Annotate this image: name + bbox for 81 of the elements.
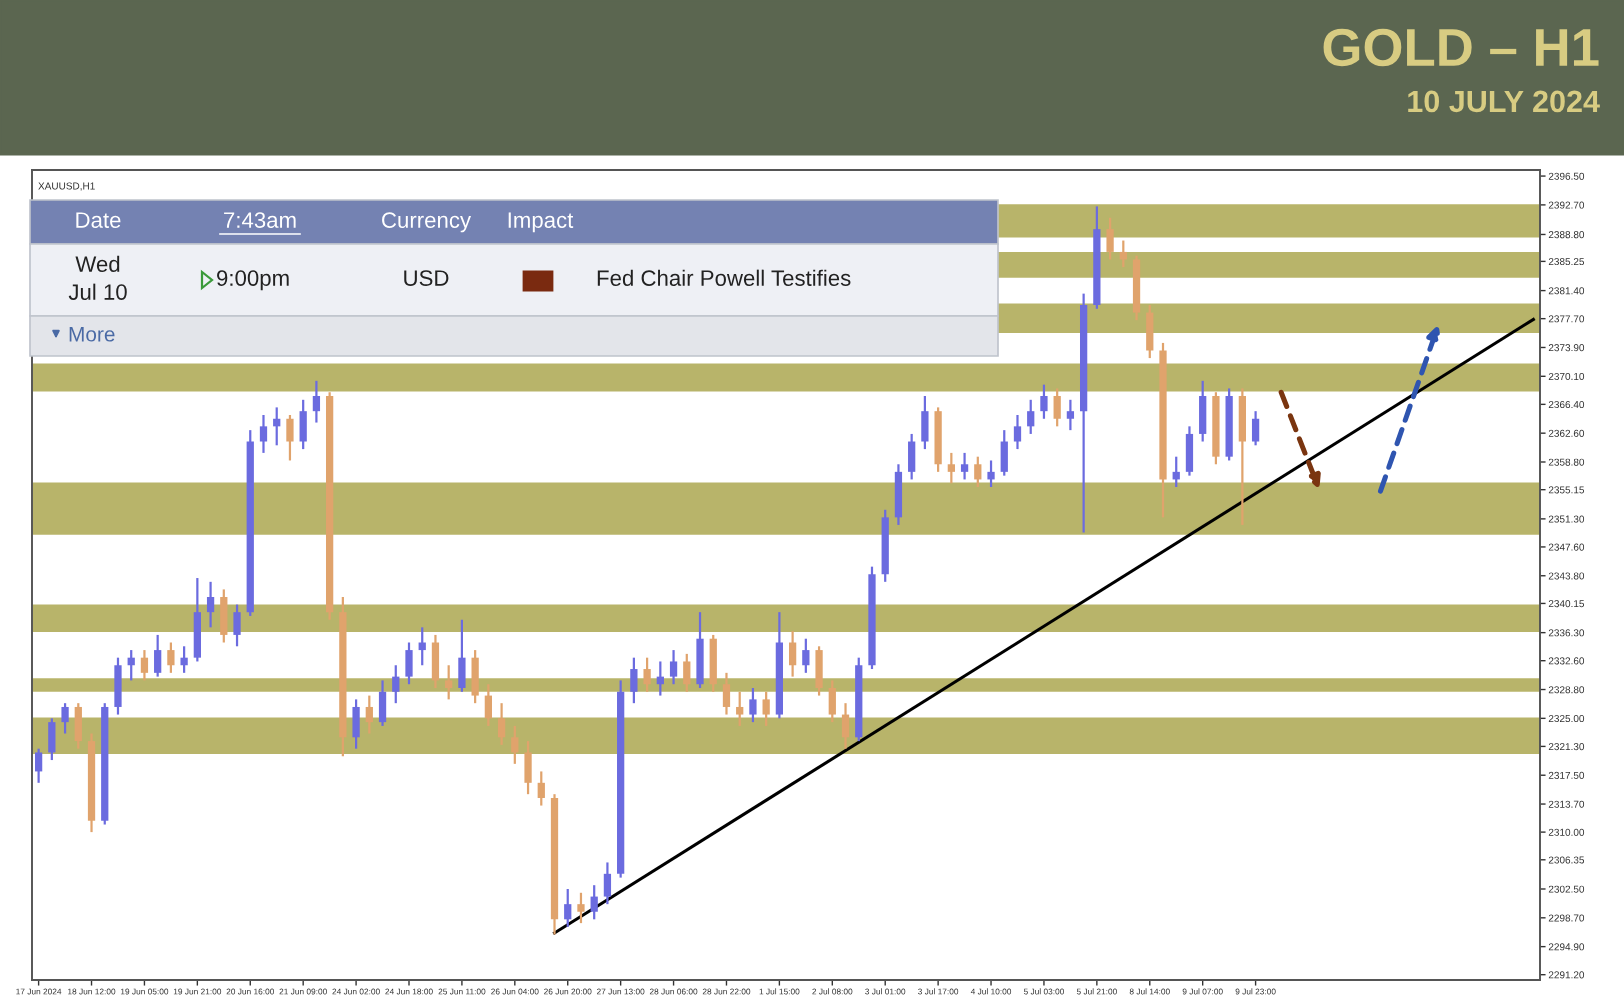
candlestick <box>74 702 82 750</box>
candlestick <box>1238 387 1247 527</box>
candlestick <box>1251 410 1260 447</box>
chart-subtitle: 10 JULY 2024 <box>1408 90 1600 113</box>
candlestick <box>683 652 691 693</box>
candlestick <box>788 630 797 678</box>
candlestick <box>1013 413 1022 451</box>
candlestick <box>1066 398 1075 432</box>
candlestick <box>590 884 598 921</box>
candlestick <box>259 413 268 454</box>
candlestick <box>286 413 294 462</box>
annotation: 9:00pm <box>217 270 289 291</box>
candlestick <box>960 451 969 481</box>
annotation: 7:43am <box>224 212 296 228</box>
candlestick <box>947 451 955 485</box>
candlestick <box>815 645 823 697</box>
candlestick <box>445 664 453 701</box>
annotation: More <box>69 327 115 342</box>
candlestick <box>61 702 69 735</box>
candlestick <box>167 641 175 674</box>
candlestick <box>696 611 704 690</box>
candlestick <box>154 633 162 678</box>
candlestick <box>34 747 43 784</box>
candlestick <box>458 618 466 693</box>
candlestick <box>1027 398 1035 436</box>
candlestick <box>193 576 201 663</box>
candlestick <box>180 645 188 674</box>
candlestick <box>603 861 612 906</box>
candlestick <box>537 770 545 807</box>
candlestick <box>220 588 228 644</box>
candlestick <box>484 683 493 728</box>
candlestick <box>140 648 149 682</box>
candlestick <box>471 648 479 705</box>
candlestick <box>233 603 241 648</box>
candlestick <box>1040 383 1048 420</box>
candlestick <box>524 739 532 796</box>
candlestick <box>405 641 413 686</box>
candlestick <box>1053 387 1061 428</box>
candlestick <box>365 694 373 735</box>
candlestick <box>1106 216 1114 261</box>
candlestick <box>643 656 651 693</box>
candlestick <box>378 679 387 728</box>
candlestick <box>497 702 506 746</box>
candlestick <box>722 671 731 716</box>
candlestick <box>669 648 678 686</box>
candlestick <box>630 656 638 705</box>
chart-title: GOLD – H1 <box>1323 28 1599 67</box>
candlestick <box>1199 379 1207 443</box>
candlestick <box>762 690 770 728</box>
candlestick <box>392 664 400 705</box>
candlestick <box>312 379 321 424</box>
candlestick <box>511 724 519 765</box>
candlestick <box>1185 425 1194 477</box>
annotation: Date <box>76 212 121 228</box>
candlestick <box>908 432 916 481</box>
candlestick <box>431 633 440 690</box>
candlestick <box>987 459 995 489</box>
candlestick <box>709 633 717 693</box>
annotation: Currency <box>382 212 472 233</box>
candlestick <box>749 686 757 724</box>
candlestick <box>564 887 572 929</box>
annotation: Impact <box>508 212 574 233</box>
candlestick <box>352 698 360 750</box>
annotation: Fed Chair Powell Testifies <box>597 269 851 286</box>
annotation: USD <box>404 270 449 286</box>
candlestick <box>841 702 850 750</box>
candlestick <box>1000 429 1008 477</box>
candlestick <box>974 455 982 489</box>
candlestick <box>736 690 744 728</box>
annotation: Wed <box>75 255 120 272</box>
candlestick <box>894 463 903 527</box>
candlestick <box>299 398 307 451</box>
annotation: Jul 10 <box>68 283 127 300</box>
candlestick <box>114 656 122 716</box>
candlestick <box>921 394 929 451</box>
candlestick <box>48 717 56 762</box>
candlestick <box>1146 303 1154 360</box>
candlestick <box>802 637 810 674</box>
candlestick <box>828 679 836 724</box>
candlestick <box>206 580 215 629</box>
candlestick <box>577 891 585 925</box>
